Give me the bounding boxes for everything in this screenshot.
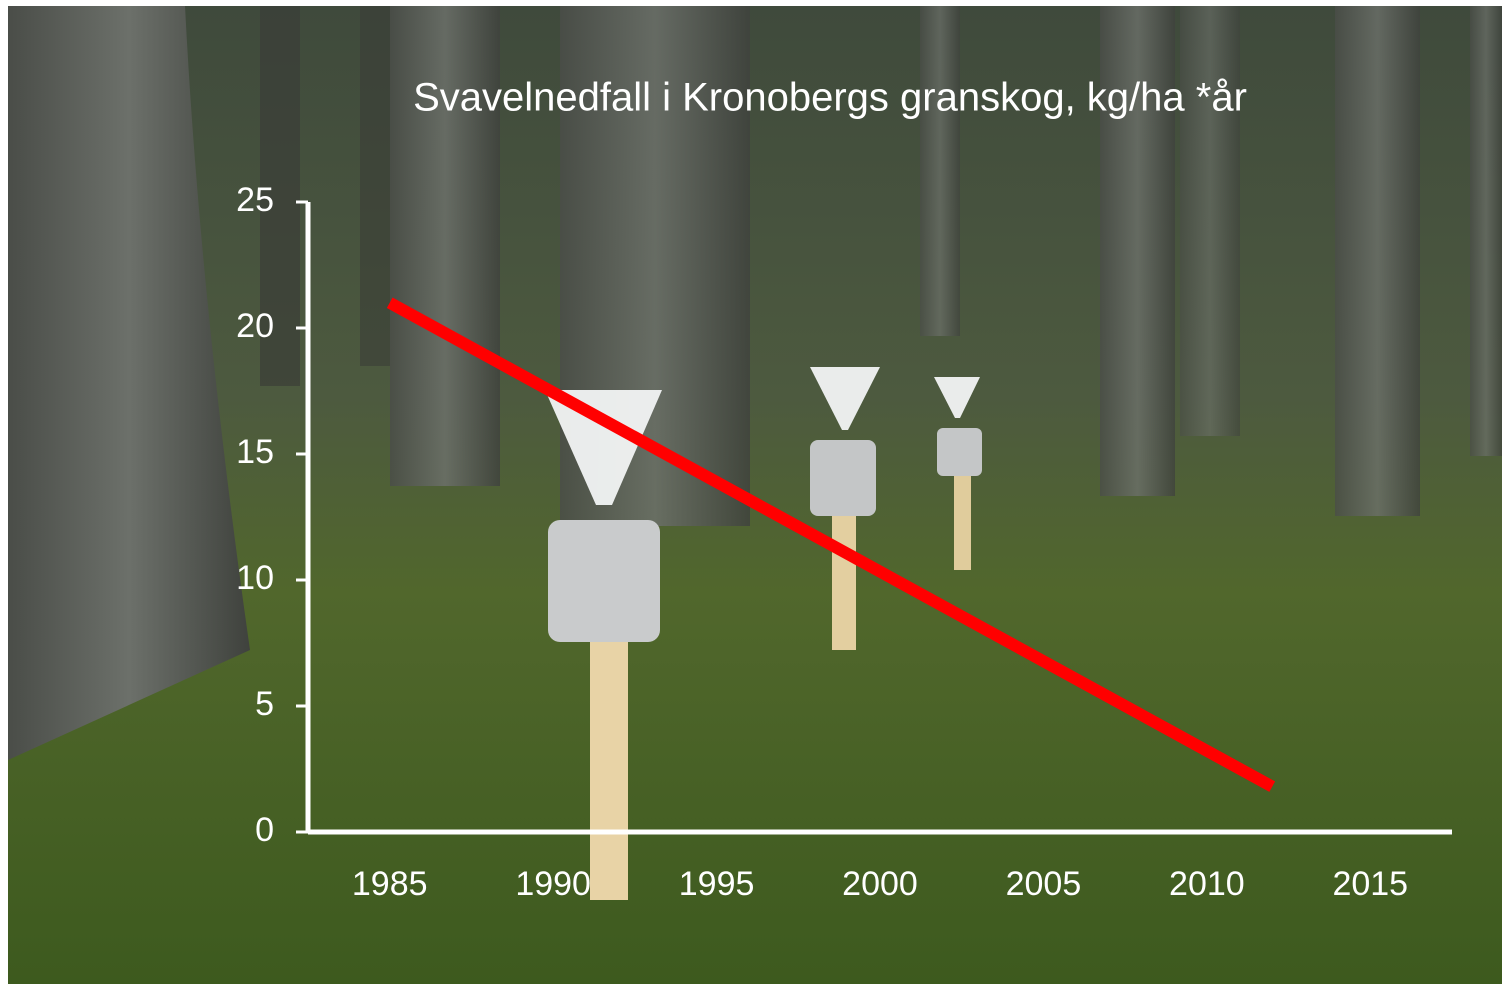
y-tick-label: 10 [236, 559, 274, 597]
x-tick-label: 1985 [352, 865, 428, 903]
y-tick-label: 25 [236, 181, 274, 219]
x-tick-label: 2015 [1332, 865, 1408, 903]
y-tick-label: 5 [255, 685, 274, 723]
y-tick-label: 15 [236, 433, 274, 471]
x-tick-label: 1995 [679, 865, 755, 903]
y-tick-label: 0 [255, 811, 274, 849]
x-tick-label: 2010 [1169, 865, 1245, 903]
data-line [386, 297, 1276, 792]
chart-title: Svavelnedfall i Kronobergs granskog, kg/… [413, 76, 1247, 120]
x-tick-label: 2000 [842, 865, 918, 903]
x-tick-label: 1990 [515, 865, 591, 903]
y-tick-label: 20 [236, 307, 274, 345]
x-tick-label: 2005 [1006, 865, 1082, 903]
